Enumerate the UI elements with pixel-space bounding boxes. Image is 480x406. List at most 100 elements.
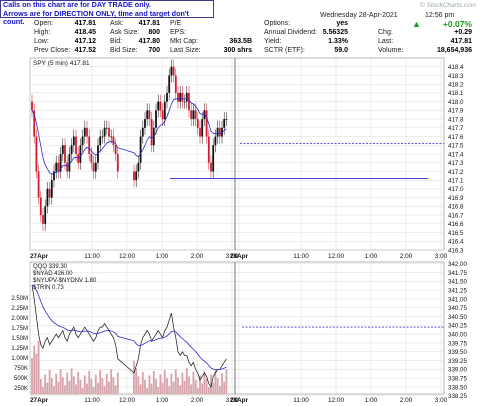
spy-candle <box>188 92 190 111</box>
spy-candle <box>166 92 168 102</box>
spy-candle <box>57 162 60 172</box>
quote-table: Wednesday 28-Apr-2021 12:56 pm Open: 417… <box>0 0 480 60</box>
spy-candle <box>42 215 44 224</box>
volume-bar <box>139 384 142 394</box>
volume-bar <box>64 385 66 394</box>
qqq-x-tick: 2:00 <box>400 397 413 404</box>
volume-bar <box>99 370 102 394</box>
trin-legend: $TRIN 0.73 <box>33 285 64 291</box>
volume-bar <box>210 374 212 394</box>
spy-candle <box>207 136 210 163</box>
spy-candle <box>39 197 42 216</box>
change-arrow-icon: ▲ <box>412 19 421 29</box>
volume-bar <box>37 340 40 394</box>
spy-x-tick: 3:00 <box>435 253 448 260</box>
volume-bar <box>116 372 119 394</box>
volume-bar <box>110 369 113 394</box>
volume-bar <box>166 378 168 394</box>
spy-candle <box>212 145 215 172</box>
spy-x-tick: 12:00 <box>119 253 135 260</box>
spy-candle <box>181 92 184 102</box>
volume-bar <box>81 388 84 394</box>
volume-bar <box>137 376 140 394</box>
open-label: Open: <box>34 20 54 27</box>
volume-bar <box>79 379 82 394</box>
spy-candle <box>155 110 157 128</box>
spy-x-tick: 1:00 <box>365 253 378 260</box>
spy-candle <box>46 188 49 207</box>
qqq-x-tick: 11:00 <box>84 397 100 404</box>
volume-tick: 2.25M <box>11 306 28 312</box>
spy-candle <box>66 162 69 172</box>
volume-bar <box>168 386 171 394</box>
spy-y-tick: 417.3 <box>448 160 464 167</box>
volume-bar <box>68 380 71 394</box>
high-label: High: <box>34 29 51 36</box>
spy-candle <box>44 206 47 224</box>
spy-candle <box>90 154 93 163</box>
spy-candle <box>190 110 193 120</box>
ask-label: Ask: <box>110 20 124 27</box>
spy-candle <box>108 127 110 137</box>
spy-candle <box>86 127 88 137</box>
spy-candle <box>148 110 151 120</box>
spy-candle <box>201 119 204 137</box>
qqq-x-tick: 3:00 <box>435 397 448 404</box>
qqq-x-tick: 12:00 <box>119 397 135 404</box>
qqq-x-tick: 27Apr <box>30 397 49 404</box>
volume-bar <box>185 368 188 394</box>
spy-candle <box>205 110 208 137</box>
qqq-y-tick: 339.75 <box>448 340 467 347</box>
volume-bar <box>192 371 195 394</box>
spy-candle <box>55 162 58 172</box>
chg-value: +0.29 <box>454 29 472 36</box>
spy-candle <box>216 127 219 137</box>
yield-value: 1.33% <box>328 38 348 45</box>
spy-y-tick: 418.2 <box>448 81 464 88</box>
ask-value: 417.81 <box>138 20 160 27</box>
spy-candle <box>137 162 140 172</box>
qqq-y-tick: 338.75 <box>448 375 467 382</box>
volume-bar <box>174 369 177 394</box>
sctr-value: 59.0 <box>334 47 348 54</box>
spy-candle <box>105 127 108 129</box>
qqq-y-tick: 339.25 <box>448 358 467 365</box>
spy-candle <box>79 145 82 163</box>
spy-x-tick: 2:00 <box>191 253 204 260</box>
volume-value: 18,654,936 <box>436 47 472 54</box>
spy-candle <box>112 136 115 146</box>
volume-bar <box>92 387 95 394</box>
volume-tick: 1.50M <box>11 336 28 342</box>
qqq-x-tick: 11:00 <box>293 397 309 404</box>
volume-bar <box>223 381 226 394</box>
volume-bar <box>214 370 217 394</box>
spy-candle <box>99 136 102 146</box>
volume-bar <box>72 376 75 394</box>
volume-bar <box>44 374 47 394</box>
volume-bar <box>108 381 110 394</box>
spy-y-tick: 416.8 <box>448 204 464 211</box>
spy-candle <box>70 145 73 154</box>
volume-tick: 250K <box>14 386 28 392</box>
spy-candle <box>133 171 135 181</box>
volume-bar <box>181 372 184 394</box>
volume-bar <box>133 360 135 394</box>
percent-change: +0.07% <box>442 19 472 29</box>
date-text: Wednesday 28-Apr-2021 <box>320 12 398 19</box>
volume-bar <box>31 358 33 394</box>
qqq-y-tick: 340.25 <box>448 323 467 330</box>
options-value: yes <box>336 20 348 27</box>
volume-bar <box>225 369 228 394</box>
prev-close-label: Prev Close: <box>34 47 71 54</box>
day-trade-note: Calls on this chart are for DAY TRADE on… <box>0 0 214 26</box>
spy-y-tick: 416.7 <box>448 212 464 219</box>
volume-tick: 1.75M <box>11 326 28 332</box>
spy-candle <box>75 136 77 154</box>
open-value: 417.81 <box>74 20 96 27</box>
spy-candle <box>68 154 71 172</box>
spy-candle <box>61 145 64 154</box>
pe-label: P/E <box>170 20 182 27</box>
volume-bar <box>46 382 49 394</box>
volume-bar <box>94 374 97 394</box>
